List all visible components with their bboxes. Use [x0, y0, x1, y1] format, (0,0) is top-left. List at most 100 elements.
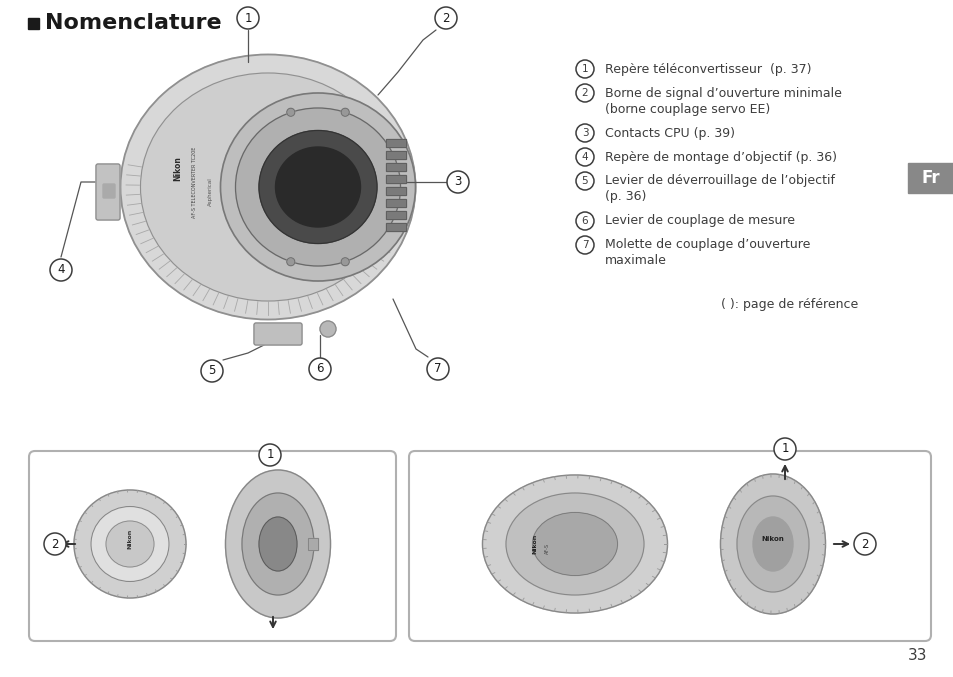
Text: Nikon: Nikon	[128, 529, 132, 549]
Circle shape	[576, 212, 594, 230]
Bar	[386, 199, 406, 207]
Text: 7: 7	[581, 240, 588, 250]
Text: 2: 2	[861, 538, 868, 550]
Text: maximale: maximale	[604, 255, 666, 267]
Text: 1: 1	[781, 443, 788, 456]
Circle shape	[576, 60, 594, 78]
FancyBboxPatch shape	[409, 451, 930, 641]
Bar	[386, 187, 406, 195]
Ellipse shape	[91, 506, 169, 582]
Circle shape	[258, 444, 281, 466]
Text: (borne couplage servo EE): (borne couplage servo EE)	[604, 102, 769, 116]
Text: 33: 33	[907, 648, 926, 663]
Ellipse shape	[752, 517, 792, 571]
Circle shape	[447, 171, 469, 193]
Bar	[386, 211, 406, 219]
Circle shape	[435, 7, 456, 29]
Text: 4: 4	[581, 152, 588, 162]
Text: Levier de couplage de mesure: Levier de couplage de mesure	[604, 215, 794, 227]
Text: Nikon: Nikon	[532, 534, 537, 554]
Bar	[386, 223, 406, 231]
Circle shape	[50, 259, 71, 281]
Text: Molette de couplage d’ouverture: Molette de couplage d’ouverture	[604, 238, 809, 251]
Ellipse shape	[242, 493, 314, 595]
Circle shape	[576, 172, 594, 190]
Text: 1: 1	[244, 12, 252, 24]
Text: 2: 2	[581, 88, 588, 98]
Circle shape	[309, 358, 331, 380]
Circle shape	[341, 258, 349, 266]
FancyBboxPatch shape	[103, 184, 115, 198]
Ellipse shape	[258, 131, 376, 244]
Circle shape	[341, 108, 349, 116]
Text: 1: 1	[266, 448, 274, 462]
Ellipse shape	[120, 55, 416, 320]
Ellipse shape	[505, 493, 643, 595]
Text: ( ): page de référence: ( ): page de référence	[720, 299, 858, 311]
Text: Borne de signal d’ouverture minimale: Borne de signal d’ouverture minimale	[604, 87, 841, 100]
FancyBboxPatch shape	[29, 451, 395, 641]
Bar	[386, 175, 406, 183]
Text: (p. 36): (p. 36)	[604, 190, 646, 204]
Ellipse shape	[235, 108, 400, 266]
Ellipse shape	[258, 517, 296, 571]
Bar	[386, 175, 406, 183]
Bar	[386, 163, 406, 171]
Bar	[386, 163, 406, 171]
Text: 6: 6	[315, 362, 323, 376]
Text: Nikon: Nikon	[760, 536, 783, 542]
Text: 1: 1	[581, 64, 588, 74]
Text: AF-S: AF-S	[544, 544, 549, 554]
Ellipse shape	[532, 512, 617, 575]
Text: Repère téléconvertisseur  (p. 37): Repère téléconvertisseur (p. 37)	[604, 62, 811, 76]
Ellipse shape	[74, 490, 186, 598]
Circle shape	[319, 321, 335, 337]
Bar	[386, 151, 406, 159]
Bar	[386, 223, 406, 231]
Ellipse shape	[225, 470, 330, 618]
Bar	[386, 151, 406, 159]
Circle shape	[287, 258, 294, 266]
Ellipse shape	[220, 93, 416, 281]
Text: Repère de montage d’objectif (p. 36): Repère de montage d’objectif (p. 36)	[604, 150, 836, 164]
FancyBboxPatch shape	[253, 323, 302, 345]
Text: 2: 2	[442, 12, 449, 24]
Circle shape	[576, 236, 594, 254]
Text: Aspherical: Aspherical	[208, 177, 213, 206]
Circle shape	[773, 438, 795, 460]
Text: Nomenclature: Nomenclature	[45, 13, 221, 33]
Ellipse shape	[482, 475, 667, 613]
Text: 2: 2	[51, 538, 59, 550]
Text: Nikon: Nikon	[173, 156, 182, 181]
Bar	[386, 139, 406, 147]
Bar	[907, 163, 953, 193]
FancyBboxPatch shape	[96, 164, 120, 220]
Circle shape	[853, 533, 875, 555]
Ellipse shape	[106, 521, 153, 567]
Text: 6: 6	[581, 216, 588, 226]
Ellipse shape	[720, 474, 824, 614]
Circle shape	[44, 533, 66, 555]
Bar	[386, 187, 406, 195]
Bar	[386, 211, 406, 219]
Text: 3: 3	[454, 175, 461, 188]
Text: Fr: Fr	[921, 169, 940, 187]
Text: AF-S TELECONVERTER TC20E: AF-S TELECONVERTER TC20E	[193, 146, 197, 218]
Circle shape	[576, 148, 594, 166]
Text: 3: 3	[581, 128, 588, 138]
Text: 4: 4	[57, 263, 65, 276]
Text: 7: 7	[434, 362, 441, 376]
Circle shape	[236, 7, 258, 29]
Bar	[308, 538, 317, 550]
Circle shape	[576, 124, 594, 142]
Circle shape	[287, 108, 294, 116]
Text: 5: 5	[581, 176, 588, 186]
Text: 5: 5	[208, 364, 215, 378]
Bar	[386, 139, 406, 147]
Ellipse shape	[275, 147, 360, 227]
Ellipse shape	[140, 73, 395, 301]
Circle shape	[427, 358, 449, 380]
Bar	[28, 18, 39, 29]
Circle shape	[576, 84, 594, 102]
Bar	[386, 199, 406, 207]
